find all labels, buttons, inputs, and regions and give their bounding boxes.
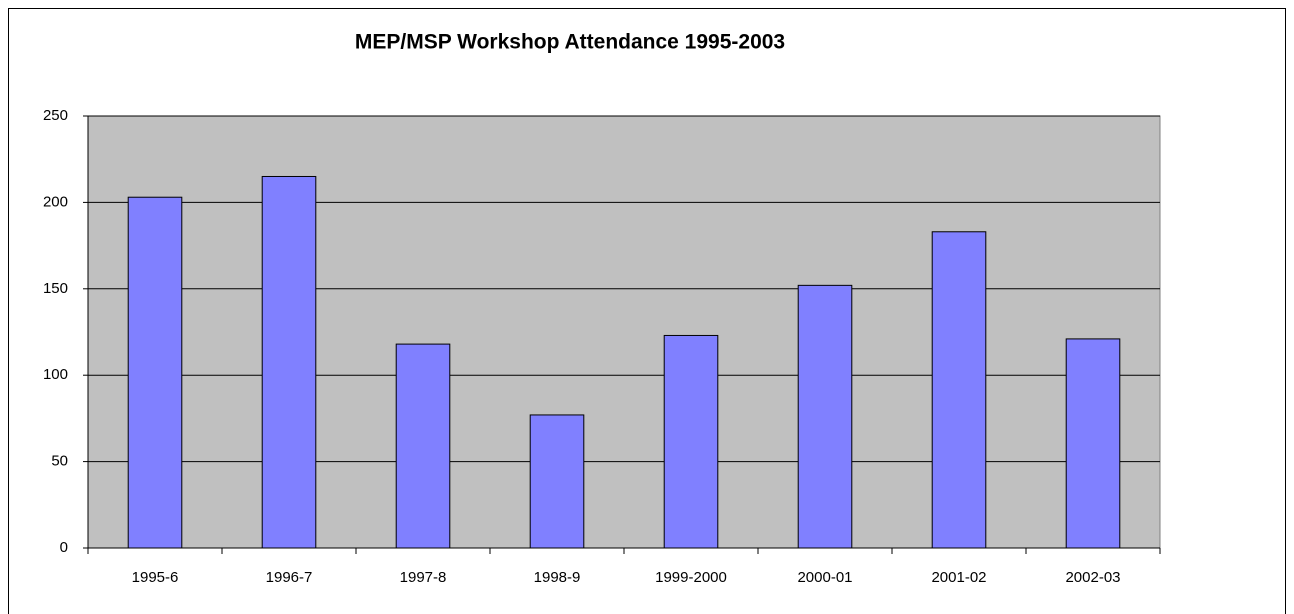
bar [395,343,451,549]
x-tick-label: 1997-8 [400,569,447,586]
plot-area [87,115,1161,549]
y-tick-label: 0 [60,539,68,556]
y-tick-label: 150 [43,280,68,297]
y-tick-label: 100 [43,366,68,383]
y-tick-label: 50 [51,453,68,470]
x-tick-label: 1995-6 [132,569,179,586]
chart-title: MEP/MSP Workshop Attendance 1995-2003 [355,31,785,54]
x-tick-label: 1999-2000 [655,569,727,586]
bar [1065,338,1121,549]
y-tick-label: 250 [43,107,68,124]
y-tick-label: 200 [43,193,68,210]
x-tick-label: 1996-7 [266,569,313,586]
x-tick-label: 1998-9 [534,569,581,586]
x-tick-label: 2002-03 [1065,569,1120,586]
x-tick-label: 2001-02 [931,569,986,586]
bar [127,196,183,549]
bar [797,284,853,549]
x-tick-label: 2000-01 [797,569,852,586]
bar [931,231,987,549]
bar [529,414,585,549]
bar [261,175,317,549]
bar [663,334,719,549]
